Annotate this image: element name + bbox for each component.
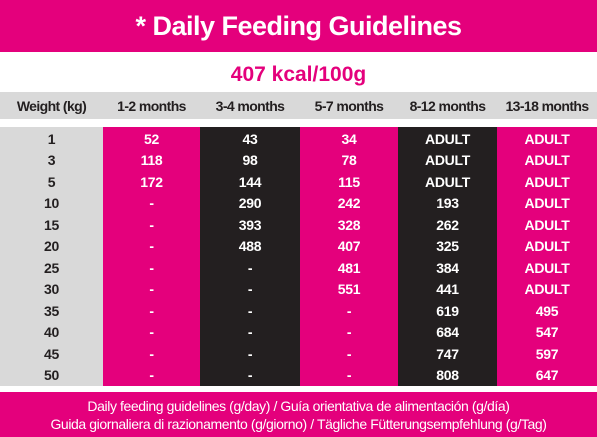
header-row: Weight (kg) 1-2 months 3-4 months 5-7 month… [0, 92, 597, 119]
column: 1 3 5 10 15 20 25 30 35 40 45 50 [0, 127, 103, 386]
cell: ADULT [524, 216, 570, 233]
cell: 495 [535, 302, 559, 319]
cell: 98 [242, 152, 258, 169]
cell: - [149, 195, 154, 212]
cell: 1 [47, 130, 56, 147]
cell: - [149, 216, 154, 233]
cell: 547 [535, 324, 559, 341]
cell: - [149, 302, 154, 319]
cell: - [346, 345, 352, 362]
cell: 328 [337, 216, 361, 233]
cell: 488 [238, 238, 262, 255]
cell: 15 [44, 216, 59, 233]
cell: - [149, 238, 154, 255]
cell: - [247, 367, 253, 384]
cell: 35 [44, 302, 59, 319]
subtitle: 407 kcal/100g [230, 63, 367, 86]
cell: 115 [338, 173, 360, 190]
cell: - [149, 324, 154, 341]
cell: ADULT [524, 173, 570, 190]
cell: 144 [238, 173, 262, 190]
column: 52 118 172 - - - - - - - - - [103, 127, 200, 386]
column-header: Weight (kg) [16, 97, 87, 114]
cell: 551 [337, 281, 361, 298]
cell: ADULT [524, 195, 570, 212]
cell: - [346, 324, 352, 341]
cell: 5 [47, 173, 56, 190]
cell: 262 [436, 216, 459, 233]
column: 34 78 115 242 328 407 481 551 - - - - [300, 127, 398, 386]
cell: - [149, 367, 154, 384]
cell: - [149, 259, 154, 276]
cell: 45 [44, 345, 59, 362]
column-header: 8-12 months [409, 97, 486, 114]
cell: 34 [341, 130, 357, 147]
title: * Daily Feeding Guidelines [135, 10, 462, 41]
cell: 20 [44, 238, 59, 255]
cell: ADULT [524, 152, 570, 169]
cell: 407 [337, 238, 361, 255]
cell: 43 [242, 130, 258, 147]
cell: 25 [44, 259, 59, 276]
footer-line: Guida giornaliera di razionamento (g/gio… [50, 415, 547, 432]
cell: ADULT [524, 259, 570, 276]
cell: 10 [44, 195, 59, 212]
cell: 50 [44, 367, 59, 384]
cell: ADULT [425, 173, 470, 190]
cell: - [247, 302, 253, 319]
cell: - [149, 345, 154, 362]
cell: 393 [238, 216, 262, 233]
column: 43 98 144 290 393 488 - - - - - - [200, 127, 300, 386]
cell: 40 [44, 324, 59, 341]
cell: - [247, 281, 253, 298]
cell: 808 [436, 367, 459, 384]
cell: ADULT [524, 281, 570, 298]
cell: 747 [436, 345, 459, 362]
cell: 193 [436, 195, 459, 212]
cell: 684 [436, 324, 459, 341]
cell: - [247, 324, 253, 341]
cell: ADULT [425, 130, 470, 147]
cell: - [247, 259, 253, 276]
footer-line: Daily feeding guidelines (g/day) / Guía … [87, 397, 510, 414]
cell: 290 [238, 195, 262, 212]
cell: - [149, 281, 154, 298]
cell: 3 [47, 152, 56, 169]
cell: 597 [535, 345, 559, 362]
cell: 118 [140, 152, 163, 169]
cell: 172 [140, 173, 163, 190]
cell: - [247, 345, 253, 362]
cell: 242 [337, 195, 361, 212]
cell: - [346, 302, 352, 319]
cell: 384 [436, 259, 459, 276]
column-header: 13-18 months [505, 97, 589, 114]
cell: 325 [436, 238, 459, 255]
cell: 619 [436, 302, 459, 319]
cell: 78 [341, 152, 357, 169]
column-header: 5-7 months [314, 97, 384, 114]
cell: 481 [337, 259, 361, 276]
cell: ADULT [524, 130, 570, 147]
cell: 30 [44, 281, 59, 298]
cell: ADULT [425, 152, 470, 169]
column-header: 1-2 months [117, 97, 186, 114]
footer: Daily feeding guidelines (g/day) / Guía … [0, 392, 597, 437]
column: ADULT ADULT ADULT 193 262 325 384 441 619 684 747 8… [398, 127, 497, 386]
cell: - [346, 367, 352, 384]
column-header: 3-4 months [215, 97, 285, 114]
title-bar: * Daily Feeding Guidelines [0, 0, 597, 52]
cell: ADULT [524, 238, 570, 255]
cell: 647 [535, 367, 559, 384]
cell: 441 [436, 281, 459, 298]
column: ADULT ADULT ADULT ADULT ADULT ADULT ADULT ADULT… [497, 127, 597, 386]
cell: 52 [144, 130, 159, 147]
